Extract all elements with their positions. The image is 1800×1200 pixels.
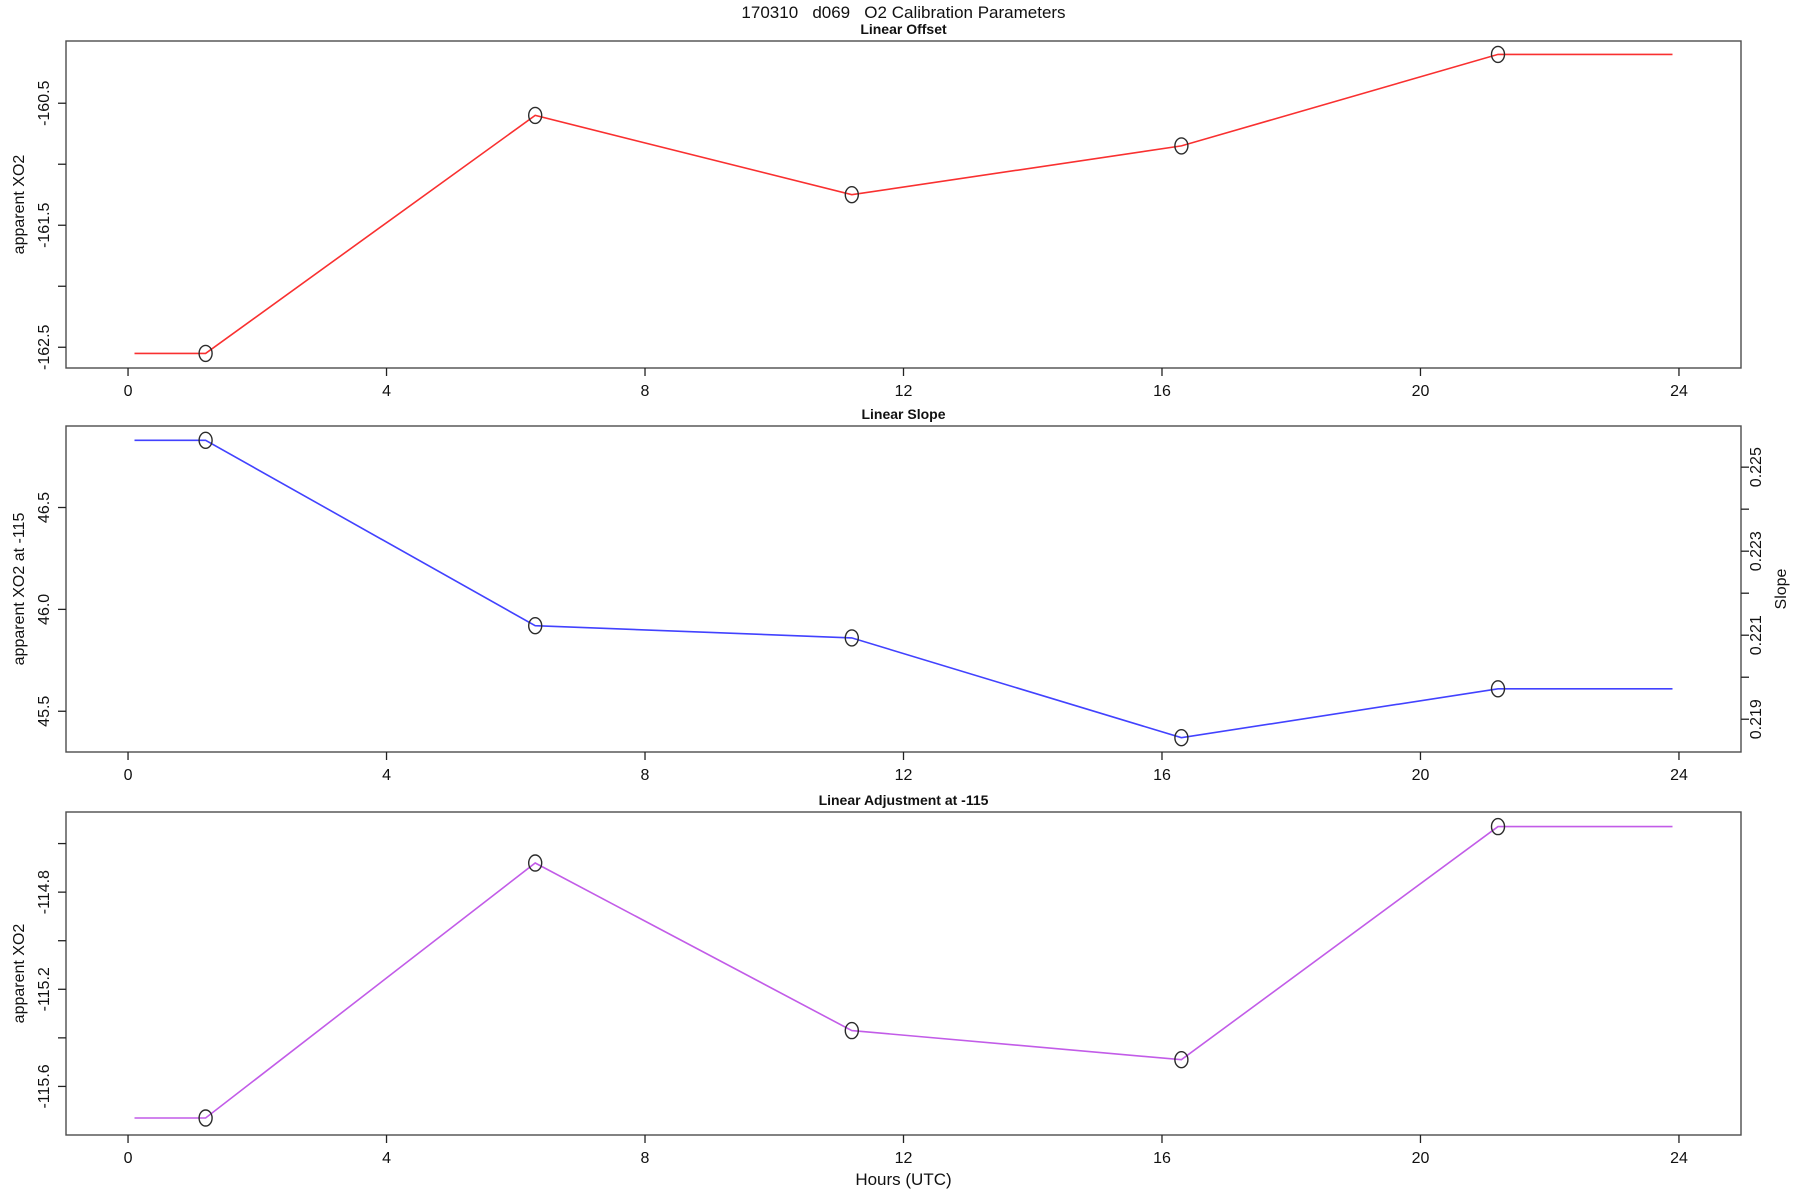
data-point	[1174, 729, 1189, 747]
right-y-tick-label: 0.223	[1748, 531, 1765, 571]
x-tick-label: 20	[1412, 767, 1430, 784]
panel-linear-slope: Linear Slope 0 4 8 12 16 20 24 45.5 46.0 46.5 appar…	[11, 406, 1790, 784]
y-axis-title: apparent XO2	[11, 155, 28, 255]
figure-title: 170310 d069 O2 Calibration Parameters	[741, 3, 1066, 22]
data-point	[528, 854, 543, 872]
linear-adjustment-at-115-line	[134, 825, 1673, 1119]
x-tick-label: 8	[641, 767, 650, 784]
right-y-tick-label: 0.219	[1748, 699, 1765, 739]
data-point	[1174, 1050, 1189, 1069]
y-tick-label: -160.5	[36, 80, 53, 125]
x-tick-label: 0	[124, 1150, 133, 1167]
plot-box	[65, 40, 1742, 369]
data-point	[198, 1109, 213, 1127]
panel-linear-offset: Linear Offset 0 4 8 12 16 20 24 -162.5 -161.5 -160…	[11, 21, 1742, 400]
data-point	[198, 344, 213, 363]
x-tick-label: 12	[895, 767, 913, 784]
data-point	[1174, 137, 1189, 155]
linear-slope-line	[134, 439, 1673, 739]
data-point	[844, 1021, 859, 1040]
x-tick-label: 0	[124, 767, 133, 784]
panel-title: Linear Adjustment at -115	[819, 792, 989, 808]
y-axis-title: apparent XO2	[11, 924, 28, 1024]
y-tick-label: 46.5	[36, 492, 53, 523]
x-tick-label: 24	[1670, 1150, 1688, 1167]
data-point	[1490, 817, 1506, 836]
x-tick-label: 12	[895, 1150, 913, 1167]
y-tick-label: -161.5	[36, 202, 53, 247]
y-tick-label: 45.5	[36, 696, 53, 727]
y-tick-label: -162.5	[36, 324, 53, 369]
y-tick-label: -115.2	[36, 967, 53, 1011]
y-tick-label: 46.0	[36, 594, 53, 625]
data-point	[528, 106, 543, 125]
y-axis-title: apparent XO2 at -115	[11, 513, 28, 666]
right-y-tick-label: 0.221	[1748, 615, 1765, 655]
data-point	[844, 185, 859, 204]
plot-box	[65, 811, 1742, 1136]
x-tick-label: 4	[382, 767, 391, 784]
x-tick-label: 16	[1153, 1150, 1171, 1167]
x-tick-label: 20	[1412, 383, 1430, 400]
data-point	[844, 629, 859, 647]
x-tick-label: 16	[1153, 767, 1171, 784]
y-tick-label: -114.8	[36, 870, 53, 914]
x-tick-label: 0	[124, 383, 133, 400]
x-tick-label: 4	[382, 1150, 391, 1167]
x-tick-label: 24	[1670, 383, 1688, 400]
x-tick-label: 16	[1153, 383, 1171, 400]
x-tick-label: 8	[641, 383, 650, 400]
x-tick-label: 12	[895, 383, 913, 400]
x-tick-label: 20	[1412, 1150, 1430, 1167]
x-tick-label: 4	[382, 383, 391, 400]
right-y-axis-title: Slope	[1773, 568, 1790, 609]
data-point	[198, 431, 213, 449]
data-point	[1490, 680, 1506, 698]
plot-box	[65, 425, 1742, 753]
y-tick-label: -115.6	[36, 1064, 53, 1108]
data-point	[1490, 45, 1506, 64]
right-y-tick-label: 0.225	[1748, 447, 1765, 487]
panel-title: Linear Offset	[860, 21, 947, 37]
linear-offset-line	[134, 53, 1673, 355]
x-tick-label: 24	[1670, 767, 1688, 784]
x-tick-label: 8	[641, 1150, 650, 1167]
data-point	[528, 617, 543, 635]
panel-linear-adjustment-at-115: Linear Adjustment at -115 0 4 8 12 16 20 24 -115…	[11, 792, 1742, 1167]
x-axis-title: Hours (UTC)	[855, 1170, 952, 1189]
panel-title: Linear Slope	[861, 406, 945, 422]
